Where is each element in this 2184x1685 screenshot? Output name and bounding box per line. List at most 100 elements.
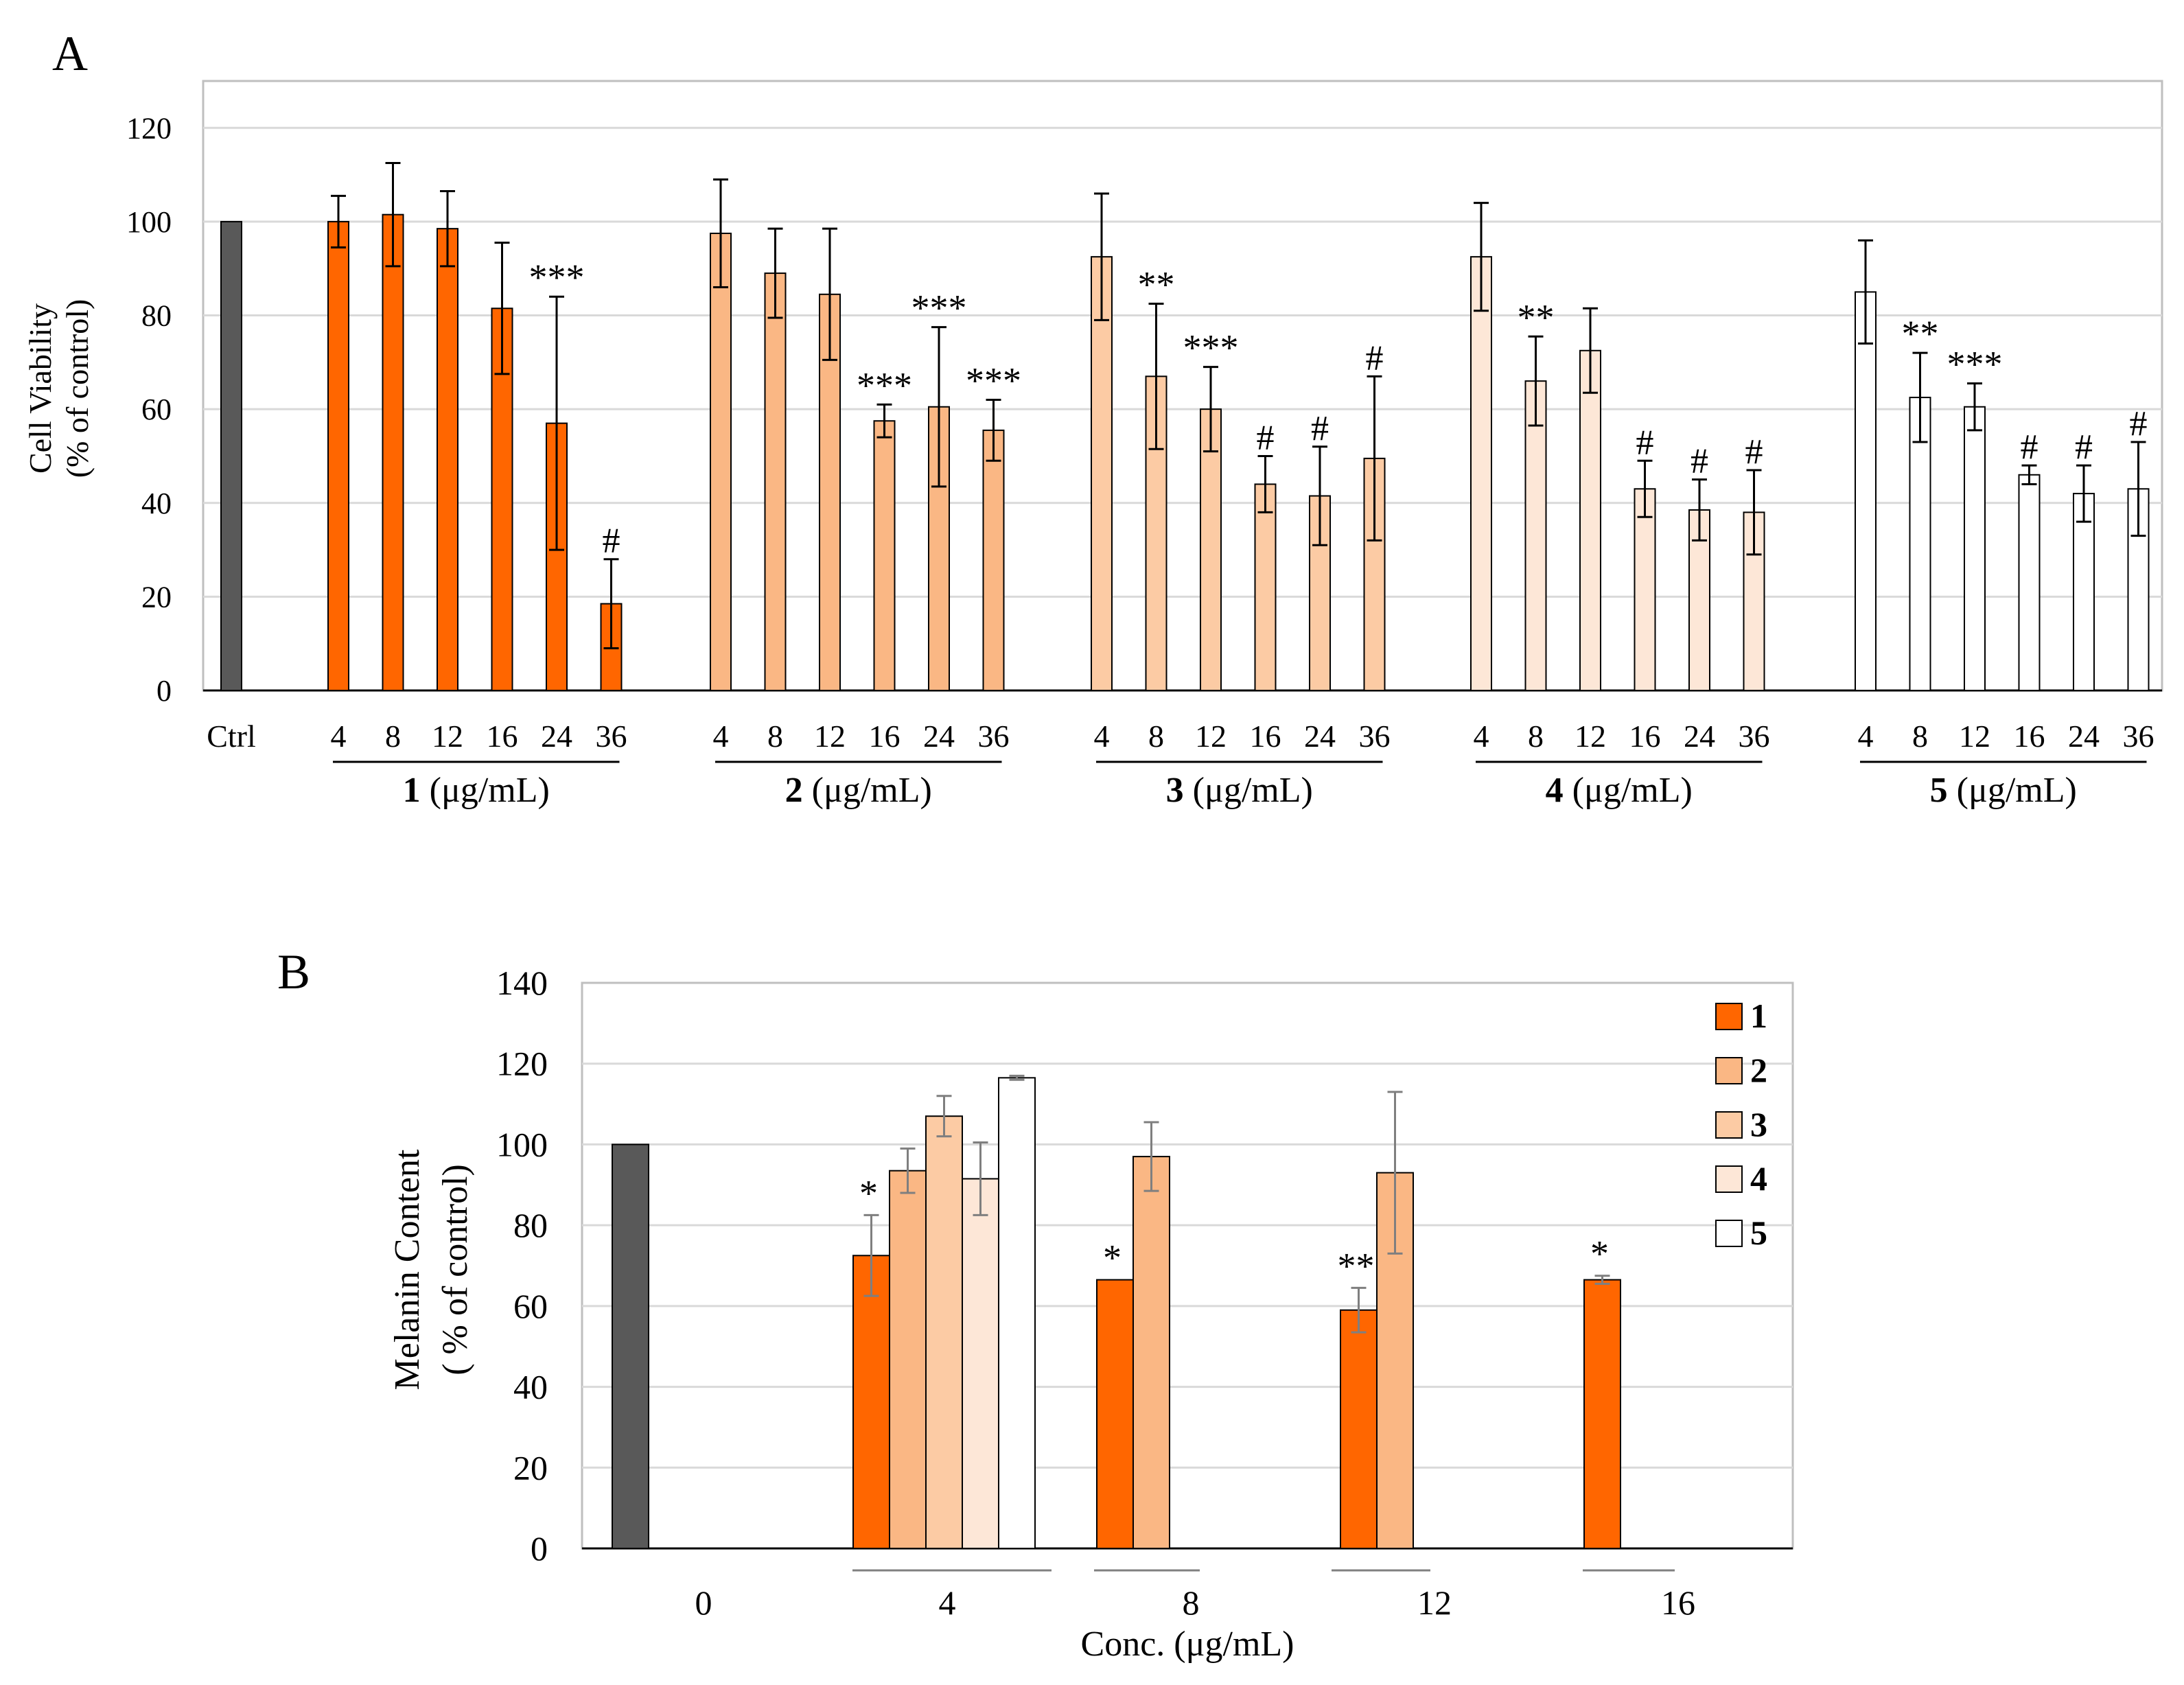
panel-a-y-ticks: 0 20 40 60 80 100 120 bbox=[126, 111, 172, 708]
panel-a-bar-3-36-significance: # bbox=[1366, 338, 1384, 377]
panel-a-x-tick-label: 16 bbox=[487, 719, 518, 754]
panel-a-bar-4-16-significance: # bbox=[1636, 423, 1654, 462]
panel-b-legend-swatch-2 bbox=[1715, 1057, 1743, 1084]
panel-b-y-ticks: 0 20 40 60 80 100 120 140 bbox=[496, 964, 548, 1568]
panel-b-x-tick-label: 8 bbox=[1183, 1583, 1200, 1622]
panel-b-bar-1-8 bbox=[1096, 1279, 1134, 1549]
panel-a-bar-1-24 bbox=[546, 422, 568, 692]
panel-a-y-tick-label: 80 bbox=[141, 299, 172, 333]
panel-b-x-label: Conc. (μg/mL) bbox=[1081, 1625, 1294, 1664]
panel-a-bar-5-24-significance: # bbox=[2075, 428, 2093, 467]
panel-a-x-tick-label: 12 bbox=[1575, 719, 1606, 754]
panel-a-group-number: 1 bbox=[403, 771, 421, 810]
panel-a-bar-2-36 bbox=[982, 429, 1005, 692]
panel-a-bar-2-16-significance: *** bbox=[857, 364, 912, 406]
panel-b-legend-swatch-1 bbox=[1715, 1003, 1743, 1030]
panel-b-bar-1-8-significance: * bbox=[1103, 1237, 1122, 1279]
panel-a-y-tick-label: 60 bbox=[141, 393, 172, 426]
panel-a-bar-5-8-significance: ** bbox=[1902, 313, 1939, 354]
panel-b-legend-label-2: 2 bbox=[1750, 1051, 1767, 1089]
panel-a-x-tick-label: 4 bbox=[1474, 719, 1489, 754]
panel-b-bar-1-16-significance: * bbox=[1590, 1233, 1609, 1275]
panel-a-bar-4-8-significance: ** bbox=[1518, 297, 1555, 338]
panel-a-x-tick-label: 16 bbox=[869, 719, 901, 754]
panel-a-y-label-line2: (% of control) bbox=[60, 299, 95, 478]
panel-a-bar-4-8 bbox=[1524, 380, 1547, 692]
panel-a-x-tick-label: 36 bbox=[1359, 719, 1391, 754]
panel-a-bar-5-12 bbox=[1964, 406, 1986, 691]
panel-a-x-tick-label: 36 bbox=[596, 719, 627, 754]
panel-a-bar-4-36-significance: # bbox=[1745, 432, 1763, 472]
panel-a-bar-5-24 bbox=[2073, 493, 2095, 691]
panel-a-bar-4-16 bbox=[1634, 488, 1656, 691]
panel-a-group-label: 1 (μg/mL) bbox=[403, 771, 550, 810]
panel-a-bars: ***#**************# ##**# # #*****# ## bbox=[220, 162, 2150, 692]
panel-a-x-tick-label: 8 bbox=[385, 719, 401, 754]
panel-b-legend-label-3: 3 bbox=[1750, 1105, 1767, 1143]
panel-a-x-tick-label: 16 bbox=[2014, 719, 2045, 754]
panel-a-x-tick-label: 24 bbox=[1684, 719, 1715, 754]
panel-b-bar-1-4-significance: * bbox=[859, 1172, 878, 1213]
panel-a-x-tick-label: 12 bbox=[814, 719, 846, 754]
panel-a-group-number: 4 bbox=[1546, 771, 1564, 810]
panel-a-bar-2-8 bbox=[764, 272, 787, 691]
panel-a-bar-4-24-significance: # bbox=[1691, 442, 1708, 481]
panel-a-group-unit: (μg/mL) bbox=[803, 771, 932, 810]
panel-a-y-tick-label: 20 bbox=[141, 580, 172, 614]
panel-a-y-label-line1: Cell Viability bbox=[23, 303, 58, 474]
panel-a-x-tick-label: 16 bbox=[1629, 719, 1661, 754]
panel-a-bar-3-12-significance: *** bbox=[1183, 327, 1239, 369]
panel-b-y-tick-label: 20 bbox=[513, 1448, 548, 1487]
panel-a-group-labels: 1 (μg/mL) 2 (μg/mL) 3 (μg/mL) 4 (μg/mL) 5 (μ… bbox=[333, 760, 2147, 810]
panel-a-bar-3-16-significance: # bbox=[1257, 418, 1275, 457]
panel-b-legend: 1 2 3 4 5 bbox=[1715, 997, 1767, 1252]
panel-a-bar-3-12 bbox=[1200, 408, 1222, 692]
panel-b-y-tick-label: 80 bbox=[513, 1206, 548, 1244]
panel-a-group-label: 2 (μg/mL) bbox=[785, 771, 932, 810]
panel-a-bar-5-4 bbox=[1855, 291, 1877, 691]
panel-a-x-tick-label: 24 bbox=[541, 719, 572, 754]
panel-a-bar-2-24-significance: *** bbox=[911, 288, 967, 329]
panel-b-bar-1-16 bbox=[1583, 1279, 1621, 1549]
panel-b-x-tick-labels: 0 4 8 12 16 bbox=[695, 1569, 1695, 1622]
panel-b-bar-4-4 bbox=[962, 1178, 999, 1549]
panel-a-x-tick-label: 4 bbox=[713, 719, 729, 754]
panel-b-x-tick-label: 0 bbox=[695, 1583, 712, 1622]
panel-b-legend-swatch-5 bbox=[1715, 1220, 1743, 1247]
panel-a-bar-1-16 bbox=[491, 307, 513, 691]
panel-b-bar-1-12-significance: ** bbox=[1338, 1245, 1375, 1286]
panel-a-group-number: 2 bbox=[785, 771, 803, 810]
panel-a-group-unit: (μg/mL) bbox=[1948, 771, 2077, 810]
panel-b-label: B bbox=[277, 944, 310, 999]
panel-b-legend-label-4: 4 bbox=[1750, 1159, 1767, 1198]
panel-a-bar-2-4 bbox=[710, 233, 732, 691]
panel-a-group-unit: (μg/mL) bbox=[1564, 771, 1693, 810]
panel-a-bar-2-16 bbox=[873, 420, 896, 691]
panel-a-group-label: 5 (μg/mL) bbox=[1930, 771, 2077, 810]
panel-b-y-tick-label: 0 bbox=[531, 1529, 548, 1568]
panel-a-label: A bbox=[52, 26, 88, 81]
panel-a-bar-4-12 bbox=[1579, 349, 1601, 691]
panel-a-bar-1-36-significance: # bbox=[603, 522, 620, 561]
panel-a-x-tick-label: 8 bbox=[1528, 719, 1544, 754]
panel-a-bar-1-24-significance: *** bbox=[529, 257, 585, 298]
panel-b-y-tick-label: 120 bbox=[496, 1045, 548, 1083]
panel-a-bar-5-16-significance: # bbox=[2021, 428, 2038, 467]
panel-a-x-tick-label: 8 bbox=[1148, 719, 1164, 754]
panel-a-x-tick-label: 4 bbox=[1094, 719, 1110, 754]
panel-a-x-tick-ctrl: Ctrl bbox=[207, 719, 256, 754]
panel-b-y-tick-label: 60 bbox=[513, 1287, 548, 1325]
panel-a-x-tick-label: 36 bbox=[978, 719, 1010, 754]
panel-b-y-tick-label: 100 bbox=[496, 1125, 548, 1163]
panel-b-bar-3-4 bbox=[925, 1115, 963, 1549]
panel-b-bar-1-4 bbox=[852, 1255, 890, 1550]
panel-b-y-label-line1: Melanin Content bbox=[388, 1149, 427, 1391]
panel-a-group-unit: (μg/mL) bbox=[1184, 771, 1313, 810]
panel-b-bar-2-8 bbox=[1132, 1156, 1170, 1549]
panel-a-bar-3-16 bbox=[1254, 483, 1277, 691]
panel-a-group-label: 3 (μg/mL) bbox=[1166, 771, 1313, 810]
panel-a-y-tick-label: 100 bbox=[126, 205, 172, 239]
panel-a-bar-4-4 bbox=[1470, 256, 1492, 691]
